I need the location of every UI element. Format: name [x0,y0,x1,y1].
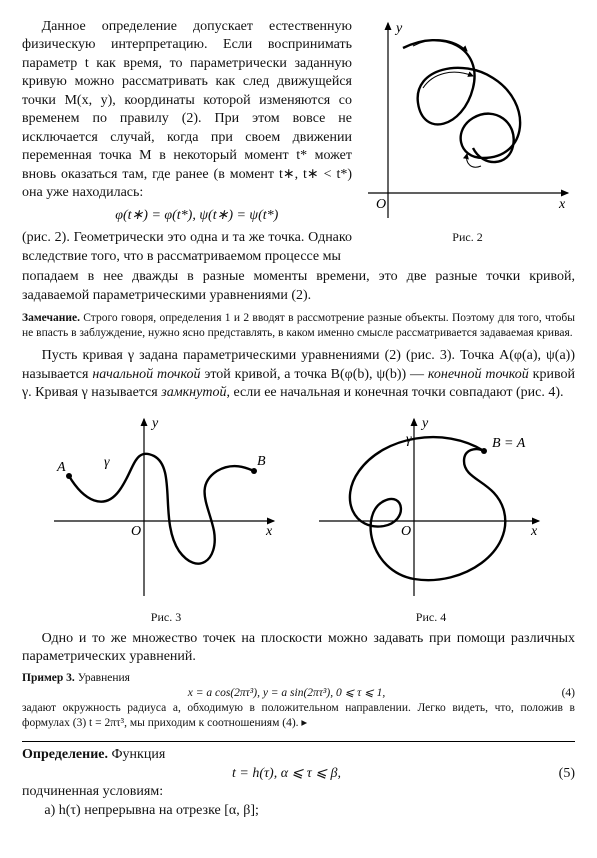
example-lead: Уравнения [75,672,130,684]
fig4-point [481,448,487,454]
equation-4-row: x = a cos(2πτ³), y = a sin(2πτ³), 0 ⩽ τ … [22,686,575,701]
top-paragraph-text: Данное определение допускает естественну… [22,19,352,200]
condition-a: a) h(τ) непрерывна на отрезке [α, β]; [22,802,575,820]
equation-5-row: t = h(τ), α ⩽ τ ⩽ β, (5) [22,765,575,783]
gamma-em2: конечной точкой [428,367,529,382]
fig2-x: x [558,197,566,212]
fig4-caption: Рис. 4 [314,610,549,626]
remark-label: Замечание. [22,312,80,324]
fig4-x: x [530,524,538,539]
figure-4-svg: O x y B = A γ [314,411,549,606]
conditions-lead: подчиненная условиям: [22,783,575,801]
fig3-label-b: B [257,454,266,469]
fig2-y: y [394,21,403,36]
fig3-label-gamma: γ [104,455,110,470]
figure-3-svg: O x y A B γ [49,411,284,606]
definition-lead: Функция [108,747,165,762]
separator [22,741,575,742]
fig4-y: y [420,416,429,431]
example-label: Пример 3. [22,672,75,684]
equation-5: t = h(τ), α ⩽ τ ⩽ β, [232,766,341,781]
fig2-curve [403,40,520,162]
example-3: Пример 3. Уравнения x = a cos(2πτ³), y =… [22,671,575,732]
fig3-caption: Рис. 3 [49,610,284,626]
fig2-origin: O [376,197,386,212]
remark: Замечание. Строго говоря, определения 1 … [22,311,575,341]
example-tail: задают окружность радиуса a, обходимую в… [22,702,575,729]
top-row: Данное определение допускает естественну… [22,18,575,266]
gamma-p4: , если ее начальная и конечная точки сов… [226,385,563,400]
fig4-origin: O [401,524,411,539]
definition-block: Определение. Функция t = h(τ), α ⩽ τ ⩽ β… [22,746,575,820]
definition-label: Определение. [22,747,108,762]
equation-4: x = a cos(2πτ³), y = a sin(2πτ³), 0 ⩽ τ … [188,687,385,699]
fig2-caption: Рис. 2 [360,230,575,246]
same-set-para: Одно и то же множество точек на плоскост… [22,630,575,667]
fig3-y: y [150,416,159,431]
fig3-curve [69,454,254,564]
fig3-point-a [66,473,72,479]
fig3-label-a: A [56,460,66,475]
figure-2-svg: O x y [363,18,573,228]
gamma-em3: замкнутой [161,385,226,400]
equation-phi-psi: φ(t∗) = φ(t*), ψ(t∗) = ψ(t*) [22,207,352,225]
figures-row: O x y A B γ Рис. 3 O x y [22,411,575,626]
figure-2: O x y Рис. 2 [360,18,575,266]
top-paragraph: Данное определение допускает естественну… [22,18,352,266]
figure-3: O x y A B γ Рис. 3 [49,411,284,626]
fig4-curve [349,437,504,580]
fig4-label-gamma: γ [406,432,412,447]
gamma-paragraph: Пусть кривая γ задана параметрическими у… [22,347,575,402]
gamma-p2: этой кривой, а точка B(φ(b), ψ(b)) — [200,367,427,382]
gamma-em1: начальной точкой [92,367,200,382]
equation-5-num: (5) [551,765,575,783]
fig4-label-ba: B = A [492,436,526,451]
equation-4-num: (4) [551,686,575,701]
fig3-origin: O [131,524,141,539]
fig3-x: x [265,524,273,539]
remark-text: Строго говоря, определения 1 и 2 вводят … [22,312,575,339]
figure-4: O x y B = A γ Рис. 4 [314,411,549,626]
continuation-para: попадаем в нее дважды в разные моменты в… [22,268,575,305]
after-eq1: (рис. 2). Геометрически это одна и та же… [22,230,352,263]
